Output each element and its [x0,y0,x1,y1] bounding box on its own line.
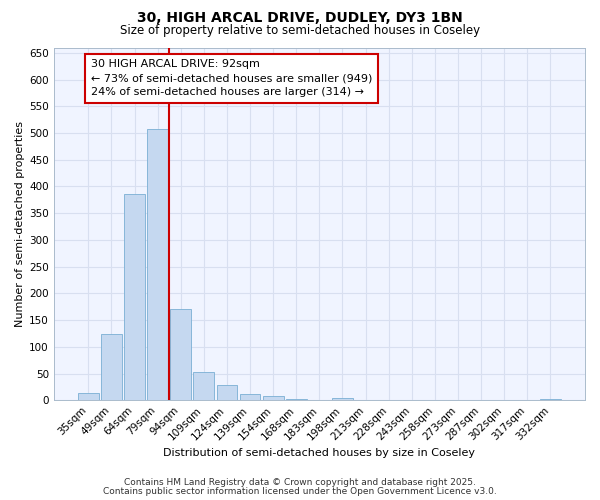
Text: Contains HM Land Registry data © Crown copyright and database right 2025.: Contains HM Land Registry data © Crown c… [124,478,476,487]
Bar [263,396,284,400]
Bar [124,194,145,400]
Bar [147,130,168,400]
Bar [217,386,238,400]
X-axis label: Distribution of semi-detached houses by size in Coseley: Distribution of semi-detached houses by … [163,448,475,458]
Bar [540,398,561,400]
Text: 30, HIGH ARCAL DRIVE, DUDLEY, DY3 1BN: 30, HIGH ARCAL DRIVE, DUDLEY, DY3 1BN [137,11,463,25]
Text: 30 HIGH ARCAL DRIVE: 92sqm
← 73% of semi-detached houses are smaller (949)
24% o: 30 HIGH ARCAL DRIVE: 92sqm ← 73% of semi… [91,60,372,98]
Y-axis label: Number of semi-detached properties: Number of semi-detached properties [15,121,25,327]
Text: Size of property relative to semi-detached houses in Coseley: Size of property relative to semi-detach… [120,24,480,37]
Bar [332,398,353,400]
Bar [170,310,191,400]
Bar [101,334,122,400]
Bar [239,394,260,400]
Bar [78,394,99,400]
Bar [193,372,214,400]
Bar [286,399,307,400]
Text: Contains public sector information licensed under the Open Government Licence v3: Contains public sector information licen… [103,487,497,496]
